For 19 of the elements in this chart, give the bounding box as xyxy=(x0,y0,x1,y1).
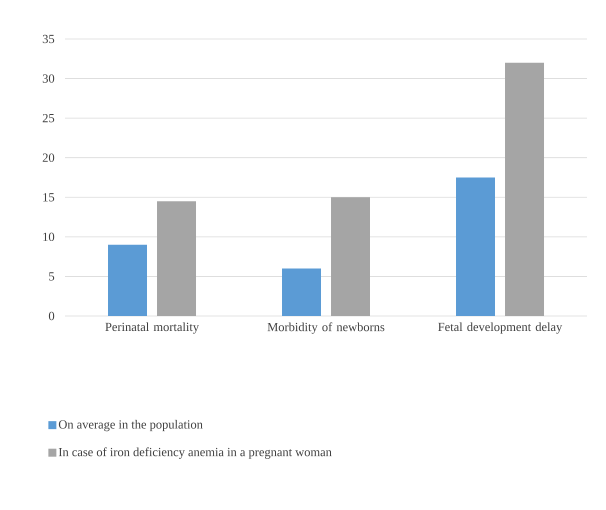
y-tick-label: 0 xyxy=(48,312,54,320)
y-tick-label: 25 xyxy=(42,114,54,122)
x-tick-label: Perinatal mortality xyxy=(105,322,200,334)
legend-label: On average in the population xyxy=(58,420,203,432)
y-tick-label: 30 xyxy=(42,74,54,83)
bar xyxy=(456,177,496,316)
bar xyxy=(108,244,148,316)
y-tick-label: 5 xyxy=(49,272,54,281)
x-tick-label: Morbidity of newborns xyxy=(268,322,384,334)
legend-label: In case of iron deficiency anemia in a pregnant woman xyxy=(58,447,332,459)
y-tick-label: 20 xyxy=(42,154,54,162)
bar xyxy=(282,268,322,316)
bar xyxy=(331,197,370,316)
y-tick-label: 10 xyxy=(43,232,54,242)
y-tick-label: 15 xyxy=(43,193,54,202)
x-tick-label: Fetal development delay xyxy=(438,322,562,334)
y-tick-label: 35 xyxy=(42,34,54,44)
bar xyxy=(505,62,544,316)
bar xyxy=(157,201,196,316)
